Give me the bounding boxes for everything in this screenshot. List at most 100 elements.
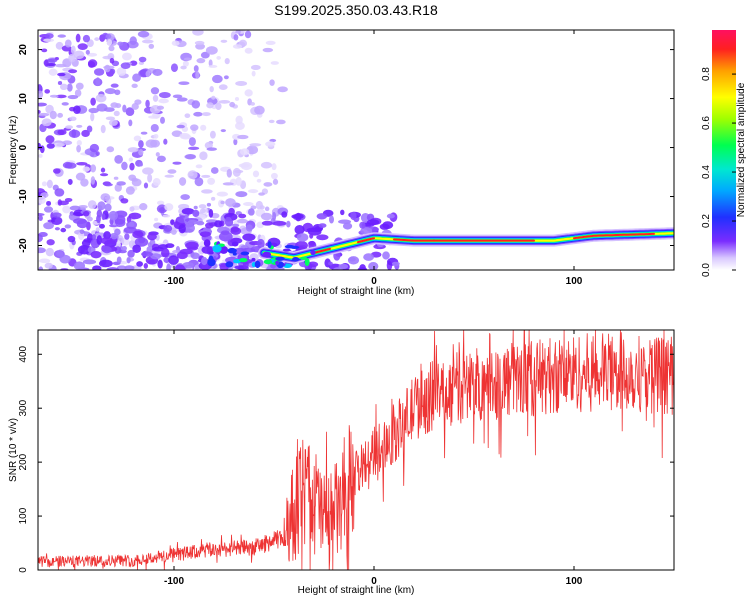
spectrogram-noise-blob	[224, 58, 230, 65]
spectrogram-noise-blob	[235, 121, 245, 130]
spectrogram-noise-blob	[211, 196, 216, 201]
spectrogram-band-blob	[245, 224, 253, 232]
snr-frame	[37, 329, 675, 571]
spectrogram-ridge-blob	[262, 251, 272, 258]
spectrogram-noise-blob	[65, 125, 73, 130]
spectrogram-band-blob	[261, 220, 273, 226]
spectrogram-noise-blob	[233, 138, 238, 146]
spectrogram-y-tick-label: 20	[18, 44, 29, 56]
spectrogram-noise-blob	[44, 89, 51, 94]
spectrogram-band-blob	[166, 263, 171, 270]
spectrogram-noise-blob	[199, 208, 206, 214]
spectrogram-band-blob	[294, 225, 305, 235]
spectrogram-y-tick-label: -20	[18, 238, 29, 253]
snr-y-tick-label: 400	[18, 345, 29, 362]
spectrogram-noise-blob	[108, 119, 118, 126]
spectrogram-noise-blob	[191, 100, 201, 109]
spectrogram-noise-blob	[160, 116, 165, 124]
spectrogram-band-blob	[187, 219, 198, 225]
spectrogram-noise-blob	[131, 103, 139, 110]
spectrogram-noise-blob	[269, 138, 277, 143]
spectrogram-noise-blob	[138, 140, 144, 149]
spectrogram-noise-blob	[80, 178, 89, 187]
spectrogram-band-blob	[382, 221, 394, 229]
spectrogram-noise-blob	[99, 173, 109, 177]
spectrogram-noise-blob	[206, 102, 214, 109]
spectrogram-band-blob	[316, 213, 328, 220]
spectrogram-noise-blob	[38, 212, 45, 217]
spectrogram-noise-blob	[47, 58, 58, 63]
spectrogram-noise-blob	[44, 262, 53, 269]
spectrogram-noise-blob	[263, 182, 273, 187]
spectrogram-noise-blob	[82, 166, 90, 172]
snr-panel: -100 0 100 0 100 200 300 400 Height of straight…	[8, 329, 675, 596]
spectrogram-band-blob	[347, 256, 360, 265]
spectrogram-noise-blob	[172, 94, 183, 99]
spectrogram-noise-blob	[103, 183, 113, 187]
spectrogram-band-blob	[82, 210, 90, 217]
spectrogram-noise-blob	[201, 174, 211, 178]
spectrogram-noise-blob	[38, 90, 44, 99]
spectrogram-noise-blob	[195, 164, 203, 169]
spectrogram-band-blob	[382, 251, 390, 260]
spectrogram-noise-blob	[216, 56, 221, 60]
spectrogram-band-blob	[205, 222, 214, 229]
spectrogram-noise-blob	[264, 206, 270, 212]
spectrogram-band-blob	[132, 244, 142, 254]
spectrogram-noise-blob	[184, 153, 197, 160]
spectrogram-band-blob	[363, 253, 375, 261]
spectrogram-noise-blob	[220, 39, 228, 43]
spectrogram-noise-blob	[132, 73, 141, 82]
spectrogram-band-blob	[99, 223, 105, 229]
spectrogram-band-blob	[73, 261, 86, 270]
spectrogram-noise-blob	[122, 104, 127, 113]
spectrogram-noise-blob	[206, 147, 218, 151]
spectrogram-band-blob	[134, 237, 149, 247]
spectrogram-noise-blob	[158, 91, 171, 99]
spectrogram-band-blob	[201, 256, 208, 266]
spectrogram-band-blob	[123, 226, 137, 234]
spectrogram-noise-blob	[69, 205, 81, 211]
spectrogram-noise-blob	[254, 105, 265, 115]
spectrogram-noise-blob	[76, 161, 88, 166]
spectrogram-band-blob	[73, 218, 87, 225]
spectrogram-noise-blob	[104, 203, 112, 212]
spectrogram-noise-blob	[125, 107, 135, 116]
spectrogram-noise-blob	[108, 45, 115, 52]
spectrogram-noise-blob	[200, 124, 207, 131]
spectrogram-band-blob	[114, 228, 121, 236]
spectrogram-noise-blob	[48, 68, 58, 76]
spectrogram-noise-blob	[59, 254, 71, 264]
spectrogram-band-blob	[357, 267, 368, 270]
spectrogram-noise-blob	[156, 105, 165, 110]
spectrogram-noise-blob	[232, 167, 241, 177]
spectrogram-noise-blob	[193, 205, 198, 210]
spectrogram-ridge-blob	[263, 259, 273, 265]
spectrogram-band-blob	[192, 209, 200, 218]
spectrogram-noise-blob	[90, 176, 96, 185]
spectrogram-noise-blob	[90, 164, 97, 173]
snr-series-line	[38, 330, 674, 570]
spectrogram-noise-blob	[129, 60, 138, 66]
spectrogram-band-blob	[190, 252, 200, 260]
spectrogram-noise-blob	[44, 33, 54, 39]
spectrogram-ridge-blob	[203, 239, 211, 247]
spectrogram-noise-blob	[116, 67, 127, 76]
spectrogram-noise-blob	[87, 61, 96, 68]
spectrogram-noise-blob	[38, 266, 43, 270]
spectrogram-noise-blob	[194, 177, 204, 187]
spectrogram-noise-blob	[60, 227, 67, 233]
spectrogram-noise-blob	[82, 34, 91, 43]
spectrogram-band-blob	[182, 261, 194, 269]
spectrogram-noise-blob	[155, 152, 160, 157]
spectrogram-noise-blob	[235, 30, 241, 34]
spectrogram-ridge-blob	[284, 244, 295, 249]
spectrogram-ridge-blob	[207, 258, 216, 267]
spectrogram-noise-blob	[178, 177, 187, 186]
spectrogram-noise-blob	[170, 63, 178, 73]
spectrogram-noise-blob	[43, 206, 54, 213]
spectrogram-noise-blob	[222, 182, 234, 186]
spectrogram-noise-blob	[195, 71, 200, 79]
